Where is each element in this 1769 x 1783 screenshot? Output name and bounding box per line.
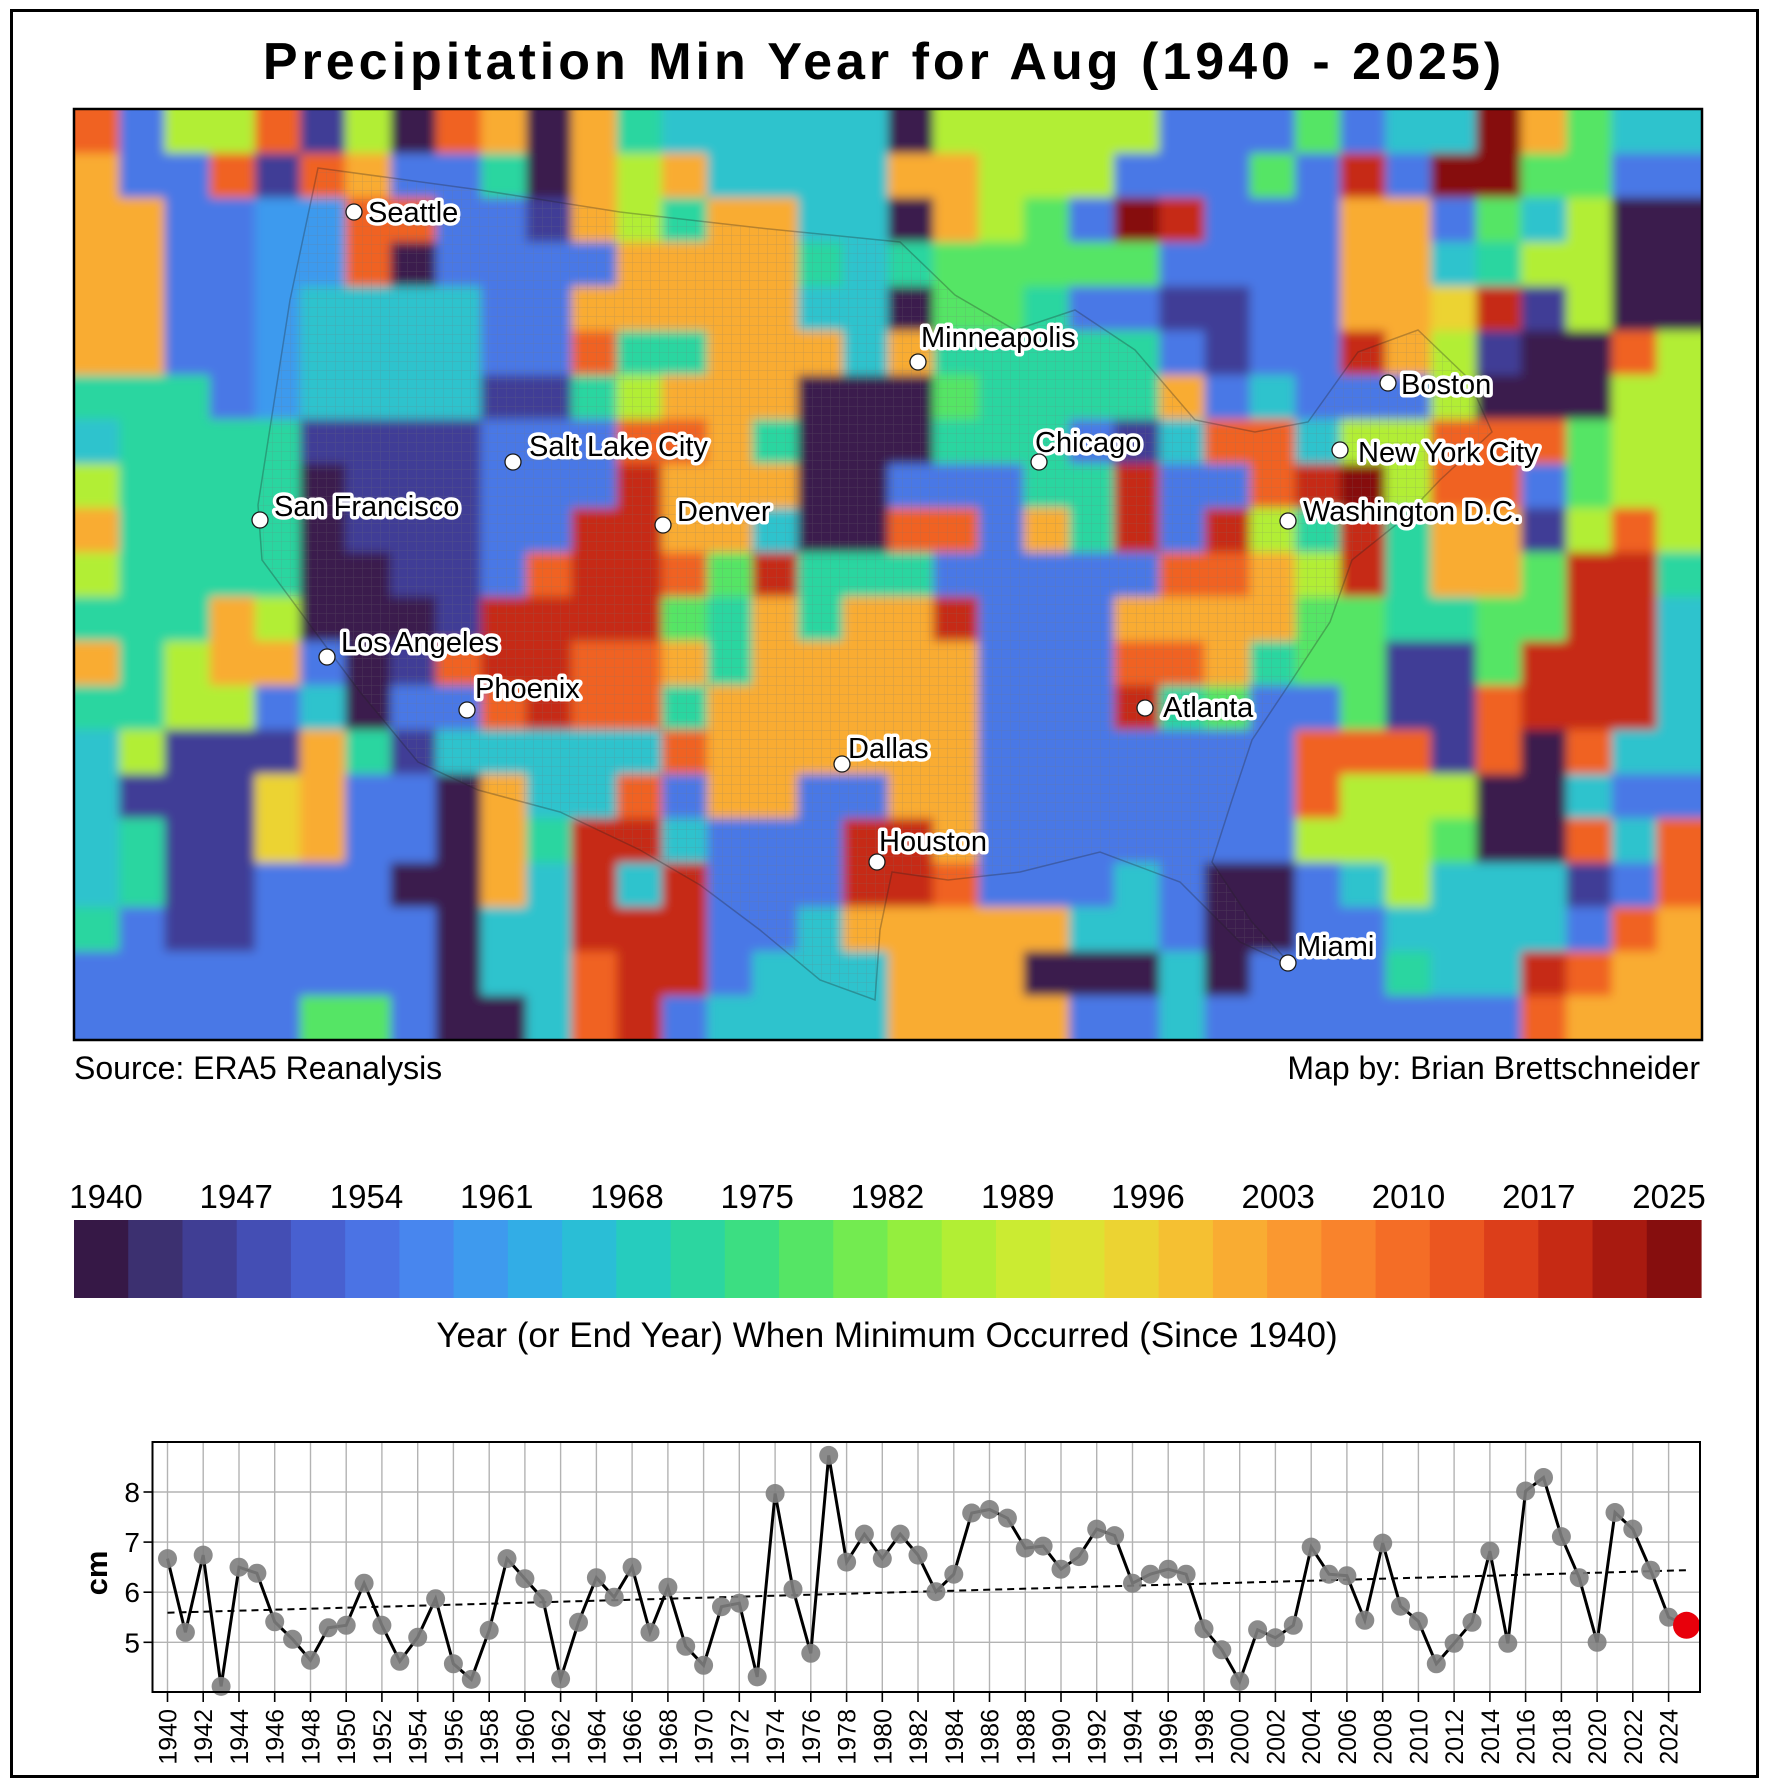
svg-text:6: 6	[124, 1577, 140, 1608]
svg-text:1956: 1956	[440, 1709, 468, 1765]
svg-text:1968: 1968	[655, 1709, 683, 1765]
svg-text:1975: 1975	[720, 1178, 793, 1215]
svg-text:1974: 1974	[762, 1709, 790, 1765]
svg-text:Precipitation Min Year for Aug: Precipitation Min Year for Aug (1940 - 2…	[263, 33, 1505, 91]
svg-text:2012: 2012	[1441, 1709, 1469, 1765]
svg-text:2024: 2024	[1656, 1709, 1684, 1765]
svg-text:Salt Lake City: Salt Lake City	[529, 431, 708, 463]
svg-text:1950: 1950	[333, 1709, 361, 1765]
svg-text:1964: 1964	[583, 1709, 611, 1765]
svg-text:1986: 1986	[977, 1709, 1005, 1765]
svg-text:1978: 1978	[834, 1709, 862, 1765]
svg-text:1940: 1940	[69, 1178, 142, 1215]
svg-text:1994: 1994	[1120, 1709, 1148, 1765]
svg-text:Atlanta: Atlanta	[1163, 692, 1254, 724]
svg-text:1976: 1976	[798, 1709, 826, 1765]
svg-text:2018: 2018	[1548, 1709, 1576, 1765]
svg-text:Map by: Brian Brettschneider: Map by: Brian Brettschneider	[1287, 1050, 1700, 1086]
svg-text:7: 7	[124, 1527, 140, 1558]
svg-text:1982: 1982	[905, 1709, 933, 1765]
svg-text:Los Angeles: Los Angeles	[341, 627, 499, 659]
svg-text:1990: 1990	[1048, 1709, 1076, 1765]
svg-text:cm: cm	[79, 1551, 114, 1596]
svg-text:Minneapolis: Minneapolis	[921, 322, 1076, 354]
svg-text:2010: 2010	[1372, 1178, 1445, 1215]
svg-text:1961: 1961	[460, 1178, 533, 1215]
svg-text:1952: 1952	[369, 1709, 397, 1765]
svg-text:Washington D.C.: Washington D.C.	[1303, 496, 1521, 528]
svg-text:Houston: Houston	[879, 826, 987, 858]
svg-text:2000: 2000	[1227, 1709, 1255, 1765]
svg-text:1998: 1998	[1191, 1709, 1219, 1765]
svg-text:Dallas: Dallas	[848, 733, 929, 765]
svg-text:2022: 2022	[1620, 1709, 1648, 1765]
svg-text:8: 8	[124, 1477, 140, 1508]
svg-text:Phoenix: Phoenix	[475, 673, 580, 705]
svg-text:2002: 2002	[1262, 1709, 1290, 1765]
svg-text:1958: 1958	[476, 1709, 504, 1765]
svg-text:1970: 1970	[691, 1709, 719, 1765]
svg-text:1972: 1972	[726, 1709, 754, 1765]
svg-text:Source: ERA5 Reanalysis: Source: ERA5 Reanalysis	[74, 1050, 442, 1086]
svg-text:2017: 2017	[1502, 1178, 1575, 1215]
svg-text:1947: 1947	[199, 1178, 272, 1215]
svg-text:1946: 1946	[262, 1709, 290, 1765]
svg-text:1962: 1962	[548, 1709, 576, 1765]
svg-text:Seattle: Seattle	[368, 197, 458, 229]
svg-text:1944: 1944	[226, 1709, 254, 1765]
svg-text:1982: 1982	[851, 1178, 924, 1215]
svg-text:1954: 1954	[330, 1178, 403, 1215]
svg-text:Year (or End Year) When Minimu: Year (or End Year) When Minimum Occurred…	[436, 1316, 1337, 1355]
svg-text:1966: 1966	[619, 1709, 647, 1765]
svg-text:2008: 2008	[1370, 1709, 1398, 1765]
svg-text:2010: 2010	[1405, 1709, 1433, 1765]
svg-text:1968: 1968	[590, 1178, 663, 1215]
svg-text:2006: 2006	[1334, 1709, 1362, 1765]
svg-text:1942: 1942	[190, 1709, 218, 1765]
svg-text:2004: 2004	[1298, 1709, 1326, 1765]
svg-text:1988: 1988	[1012, 1709, 1040, 1765]
svg-text:1980: 1980	[869, 1709, 897, 1765]
svg-text:Chicago: Chicago	[1035, 427, 1141, 459]
svg-text:2014: 2014	[1477, 1709, 1505, 1765]
svg-text:1996: 1996	[1111, 1178, 1184, 1215]
svg-text:1954: 1954	[405, 1709, 433, 1765]
svg-text:New York City: New York City	[1358, 437, 1539, 469]
svg-text:1984: 1984	[941, 1709, 969, 1765]
svg-text:2025: 2025	[1632, 1178, 1705, 1215]
svg-text:1960: 1960	[512, 1709, 540, 1765]
svg-text:1996: 1996	[1155, 1709, 1183, 1765]
svg-text:1992: 1992	[1084, 1709, 1112, 1765]
svg-text:2020: 2020	[1584, 1709, 1612, 1765]
svg-text:Boston: Boston	[1401, 369, 1491, 401]
svg-text:San Francisco: San Francisco	[274, 491, 459, 523]
svg-text:5: 5	[124, 1627, 140, 1658]
svg-text:2003: 2003	[1241, 1178, 1314, 1215]
svg-text:Denver: Denver	[677, 496, 771, 528]
svg-text:1948: 1948	[298, 1709, 326, 1765]
svg-text:1989: 1989	[981, 1178, 1054, 1215]
svg-text:Miami: Miami	[1297, 931, 1374, 963]
svg-text:1940: 1940	[155, 1709, 183, 1765]
svg-text:2016: 2016	[1513, 1709, 1541, 1765]
